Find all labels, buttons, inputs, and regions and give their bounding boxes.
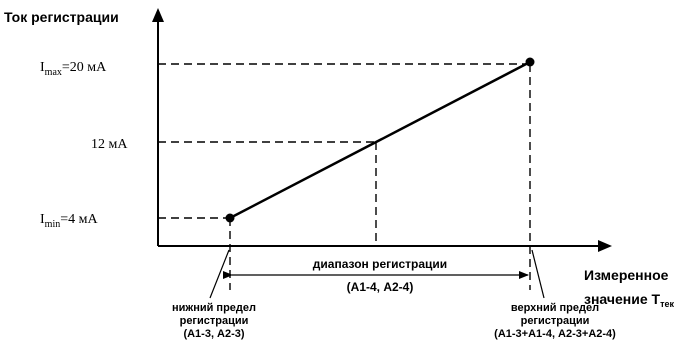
- upper-limit-line1: верхний предел: [511, 302, 599, 314]
- x-axis-label-line1: Измеренное: [584, 267, 669, 283]
- upper-limit-line2: регистрации: [521, 315, 590, 327]
- upper-limit-line3: (А1-3+А1-4, А2-3+А2-4): [494, 328, 616, 340]
- y-tick-max: Imax=20 мА: [40, 60, 107, 78]
- lower-limit-line2: регистрации: [180, 315, 249, 327]
- lower-limit-line1: нижний предел: [172, 302, 256, 314]
- x-axis-label-line2: значение Tтек: [584, 291, 674, 309]
- range-params: (А1-4, А2-4): [347, 280, 414, 294]
- range-title: диапазон регистрации: [313, 257, 447, 271]
- y-tick-mid: 12 мА: [91, 137, 128, 152]
- lower-limit-line3: (А1-3, А2-3): [183, 328, 244, 340]
- lower-limit-leader: [209, 249, 230, 299]
- y-tick-min: Imin=4 мА: [40, 212, 98, 230]
- y-axis-arrow-icon: [152, 8, 164, 22]
- lower-point: [225, 213, 235, 223]
- upper-point: [525, 57, 535, 67]
- y-axis-label: Ток регистрации: [4, 9, 119, 25]
- characteristic-line: [229, 60, 531, 220]
- upper-limit-leader: [531, 249, 545, 299]
- x-axis-arrow-icon: [598, 240, 612, 252]
